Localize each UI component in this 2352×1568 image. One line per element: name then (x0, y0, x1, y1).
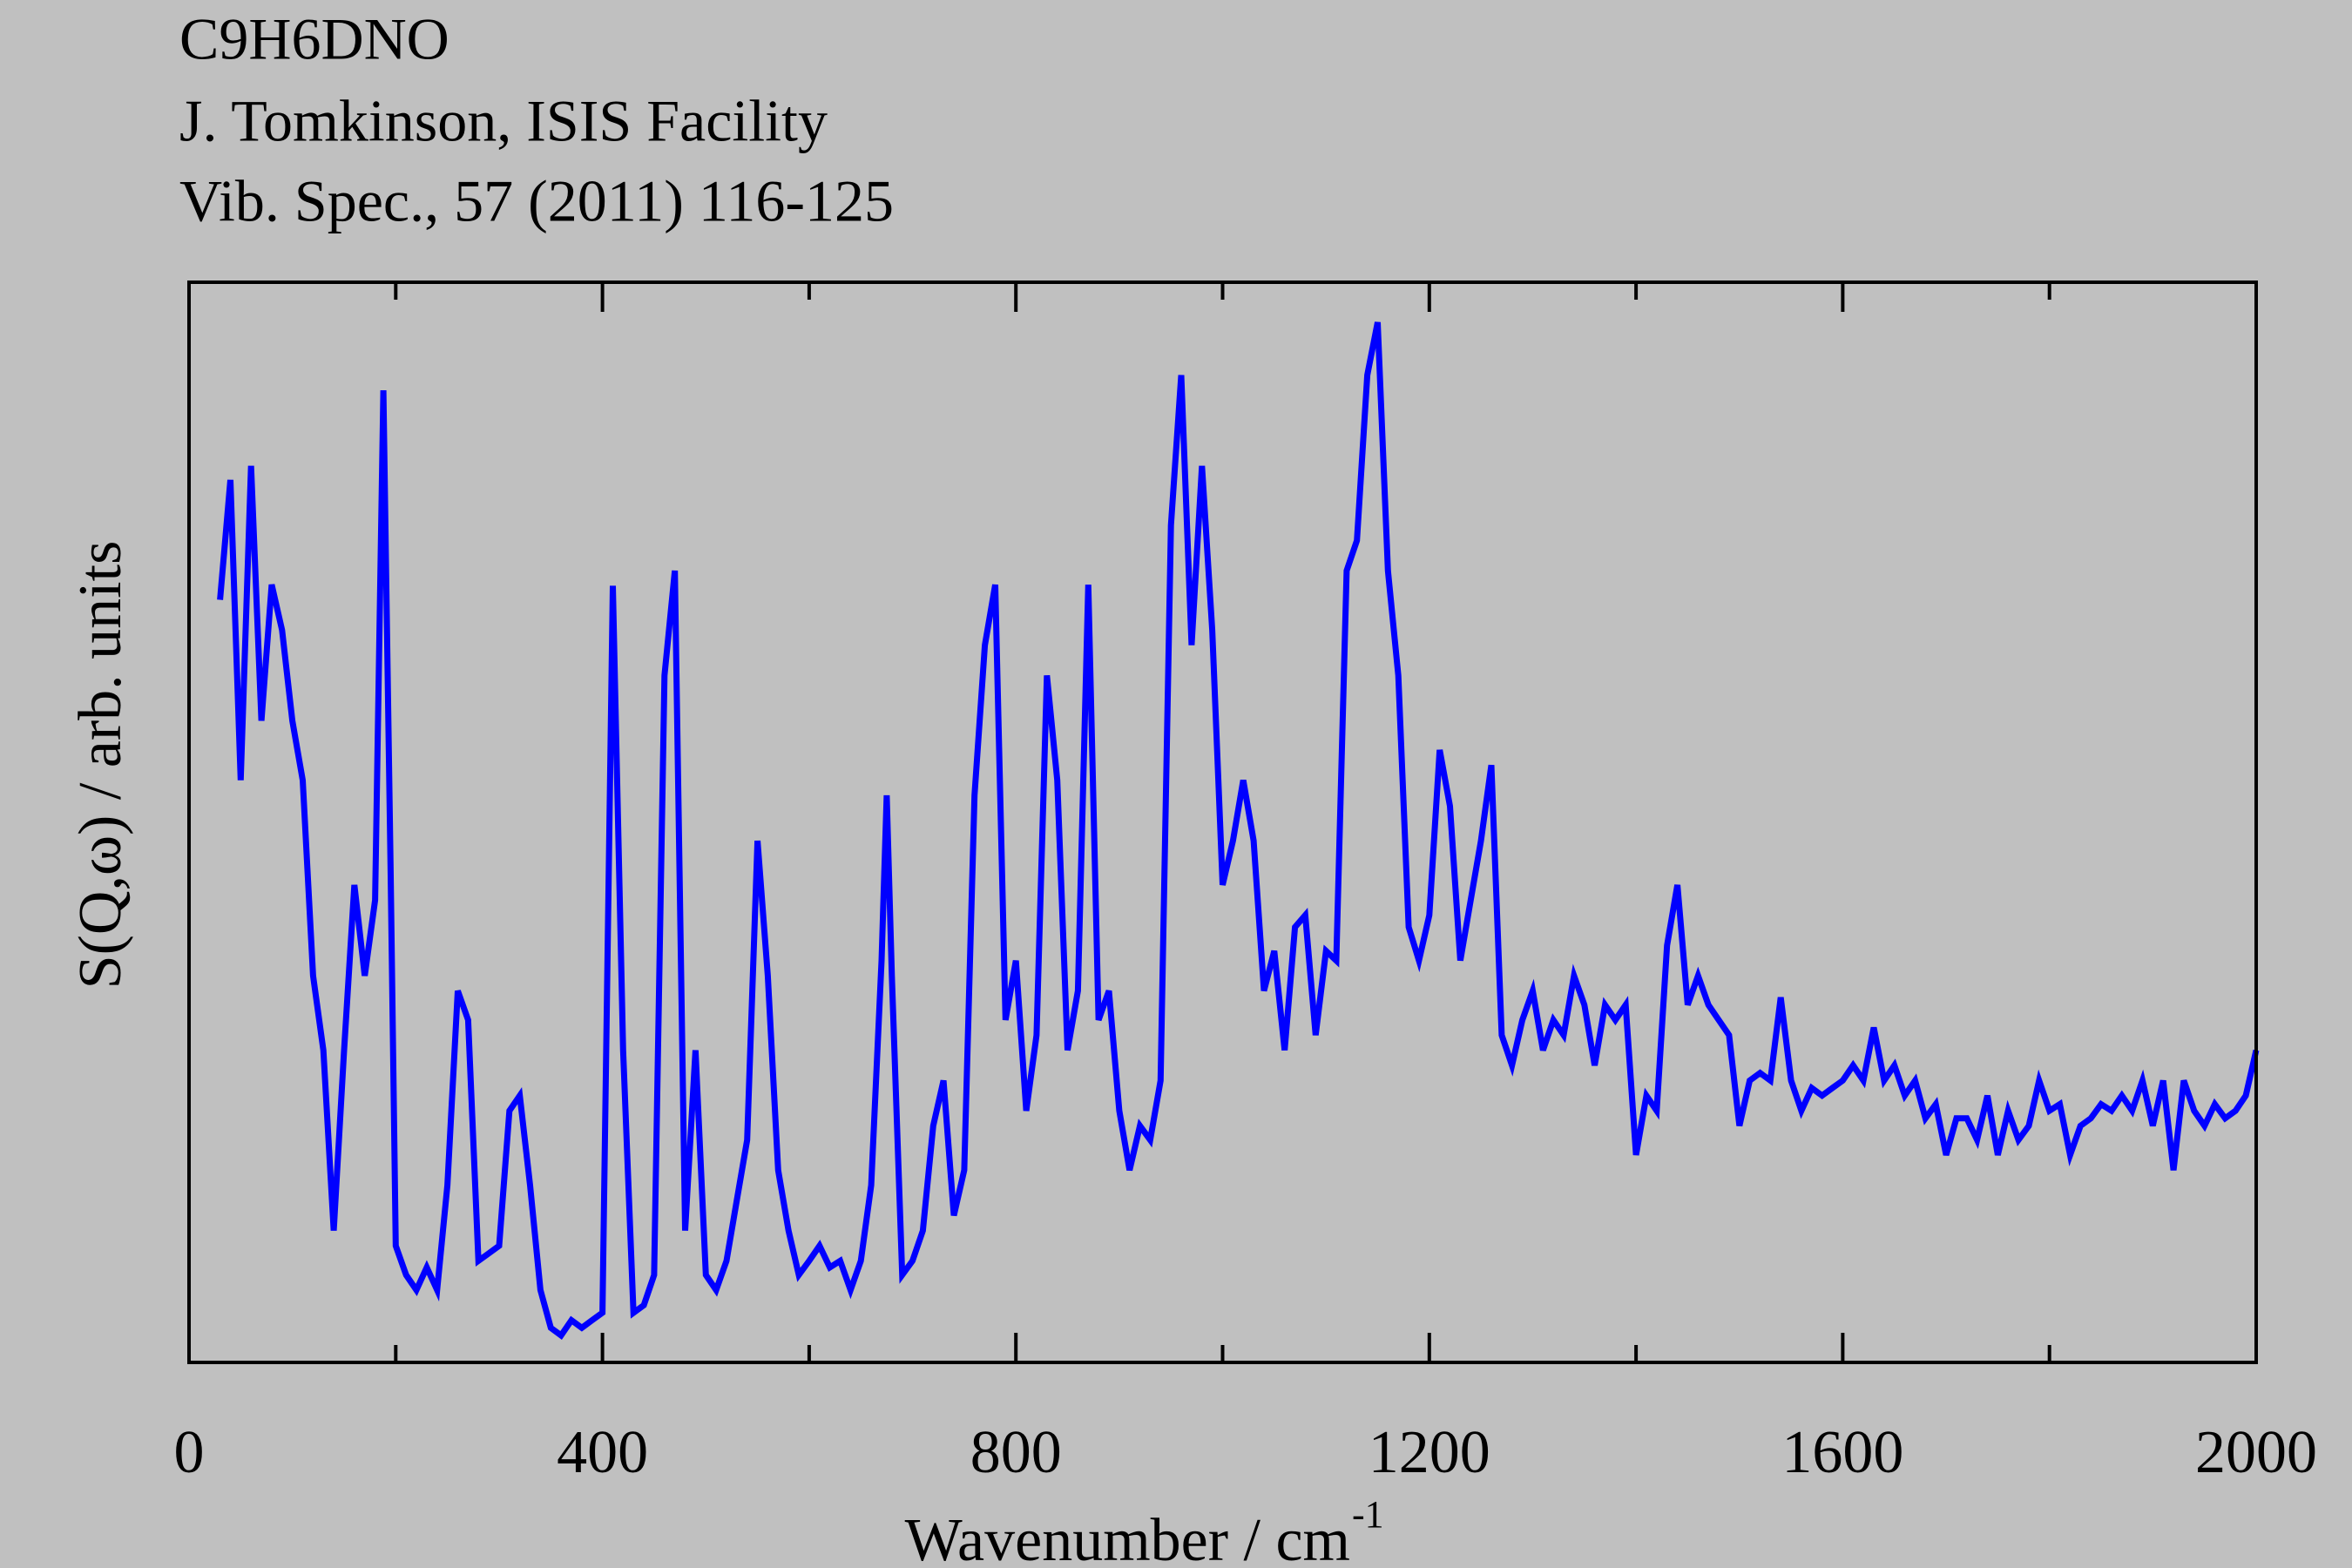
x-tick-label: 1200 (1369, 1419, 1490, 1486)
x-tick-label: 1600 (1781, 1419, 1903, 1486)
plot-frame (187, 280, 2258, 1364)
chart-subtitle: J. Tomkinson, ISIS Facility (179, 88, 828, 154)
x-tick-label: 0 (174, 1419, 205, 1486)
x-axis-title-superscript: -1 (1352, 1493, 1384, 1536)
chart-title: C9H6DNO (179, 6, 449, 72)
chart-subtitle: Vib. Spec., 57 (2011) 116-125 (179, 168, 894, 234)
spectrum-line (217, 321, 2260, 1340)
x-axis-title: Wavenumber / cm (905, 1507, 1350, 1568)
x-tick-label: 800 (970, 1419, 1062, 1486)
y-axis-title: S(Q,ω) / arb. units (67, 541, 134, 990)
x-tick-label: 400 (557, 1419, 648, 1486)
x-tick-label: 2000 (2195, 1419, 2317, 1486)
